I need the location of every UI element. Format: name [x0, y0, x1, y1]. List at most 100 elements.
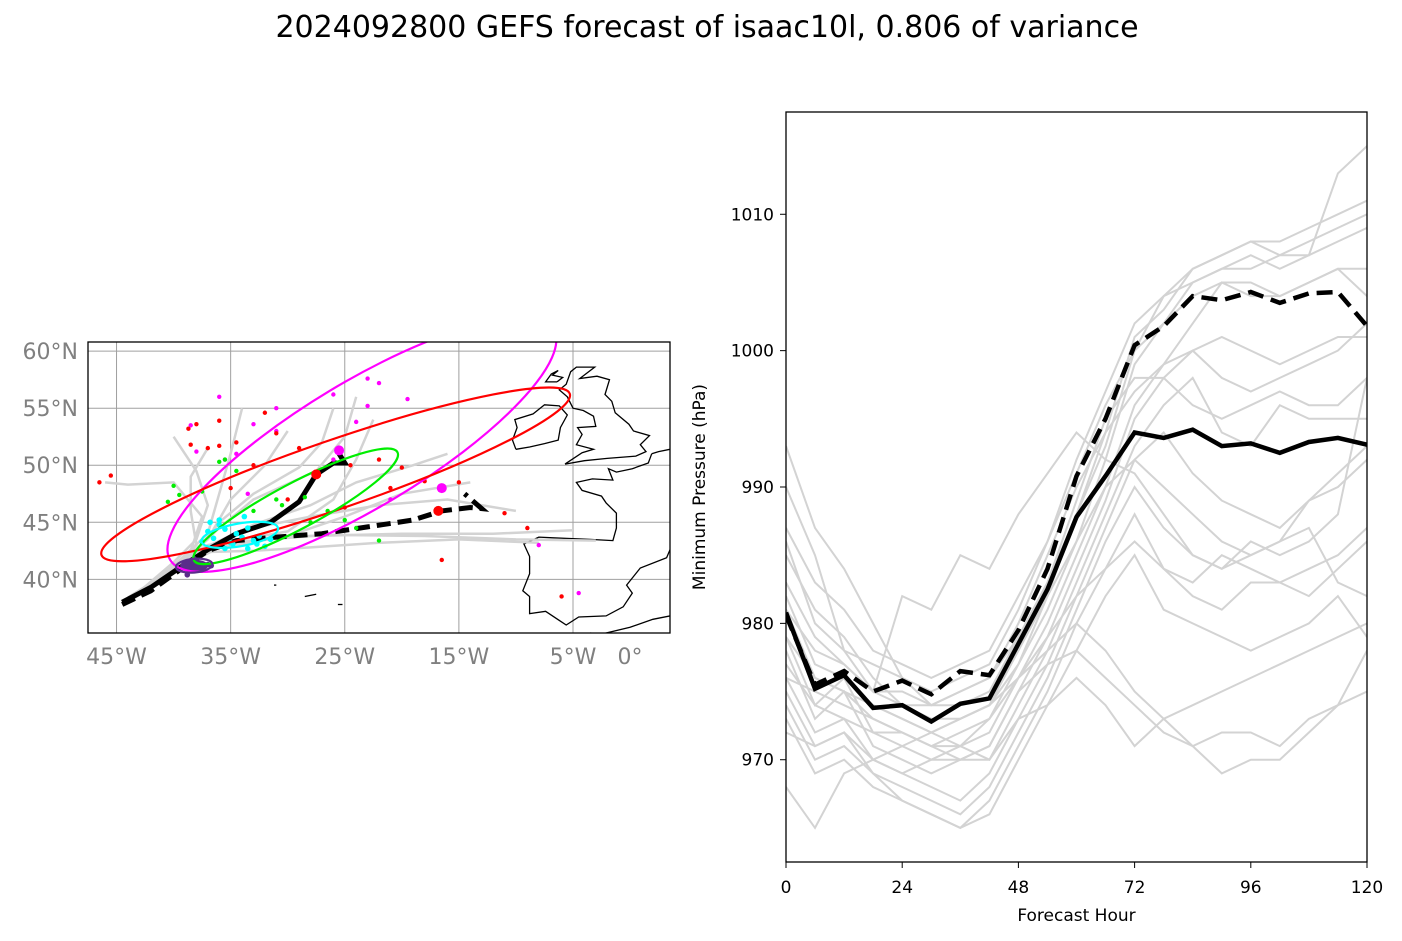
cluster-point-red	[188, 442, 193, 447]
cluster-point-cyan	[210, 535, 217, 542]
map-plot-area	[88, 342, 670, 633]
pressure-x-tick-label: 24	[891, 878, 913, 898]
cluster-point-magenta	[405, 396, 410, 402]
ensemble-pressure-line	[786, 226, 1367, 693]
cluster-point-red	[502, 510, 507, 516]
cluster-point-red	[217, 418, 222, 423]
map-y-tick-label: 55°N	[23, 397, 78, 422]
map-frame	[87, 341, 671, 634]
pressure-x-tick-label: 48	[1008, 878, 1030, 898]
cluster-point-red	[205, 445, 211, 451]
cluster-point-magenta	[194, 449, 199, 454]
pressure-x-tick-label: 0	[781, 878, 792, 898]
cluster-point-red	[97, 480, 102, 485]
cluster-point-magenta	[365, 376, 370, 381]
cluster-point-green	[353, 525, 359, 531]
page-title: 2024092800 GEFS forecast of isaac10l, 0.…	[275, 10, 1139, 45]
ensemble-pressure-line	[786, 540, 1367, 748]
cluster-point-red	[439, 557, 444, 563]
ensemble-track	[127, 430, 289, 601]
cluster-point-red	[348, 463, 353, 468]
map-x-tick-label: 5°W	[550, 645, 597, 670]
cluster-point-magenta	[353, 419, 359, 425]
ensemble-pressure-line	[786, 445, 1367, 734]
ensemble-pressure-line	[786, 377, 1367, 816]
cluster-point-magenta	[576, 590, 581, 596]
track-marker-red	[311, 469, 322, 480]
cluster-point-red	[186, 426, 191, 431]
pressure-y-tick-label: 1000	[731, 342, 774, 362]
map-x-tick-label: 35°W	[200, 645, 261, 670]
map-y-tick-label: 50°N	[23, 454, 78, 479]
track-marker-magenta	[436, 483, 447, 494]
map-y-tick-label: 60°N	[23, 340, 78, 365]
cluster-point-green	[274, 497, 279, 502]
map-x-tick-label: 45°W	[86, 645, 147, 670]
map-x-tick-label: 15°W	[429, 645, 490, 670]
ensemble-pressure-line	[786, 335, 1367, 761]
ensemble-pressure-line	[786, 376, 1367, 707]
pressure-x-tick-label: 96	[1240, 878, 1262, 898]
cluster-ellipse-magenta	[166, 342, 558, 573]
ensemble-pressure-line	[786, 622, 1367, 830]
cluster-point-red	[262, 410, 268, 415]
cluster-point-cyan	[207, 519, 213, 526]
map-x-tick-label: 25°W	[314, 645, 375, 670]
cluster-point-red	[217, 443, 222, 449]
pressure-plot-area	[786, 145, 1367, 830]
map-y-tick-label: 40°N	[23, 568, 78, 593]
cluster-point-red	[285, 497, 290, 502]
cluster-point-cyan	[241, 513, 248, 520]
coastline	[558, 366, 651, 465]
cluster-point-green	[302, 495, 308, 500]
cluster-ellipse-green	[192, 447, 400, 566]
pressure-x-axis-label: Forecast Hour	[1017, 906, 1135, 926]
ensemble-track	[132, 436, 210, 598]
cluster-point-green	[217, 459, 222, 465]
ensemble-track	[132, 407, 244, 598]
cluster-point-red	[525, 525, 530, 531]
cluster-point-green	[342, 517, 347, 523]
cluster-point-green	[171, 483, 176, 488]
pressure-y-tick-label: 980	[742, 614, 774, 634]
map-y-tick-label: 45°N	[23, 511, 78, 536]
cluster-point-magenta	[217, 394, 222, 399]
pressure-x-tick-label: 72	[1124, 878, 1146, 898]
cluster-point-red	[251, 463, 256, 468]
mean-pressure-solid	[786, 427, 1367, 725]
cluster-ellipse-cyan	[200, 520, 280, 550]
track-marker-red	[433, 505, 444, 516]
pressure-x-tick-label: 120	[1351, 878, 1383, 898]
cluster-point-green	[222, 457, 228, 462]
ensemble-pressure-line	[786, 649, 1367, 761]
cluster-point-red	[559, 594, 564, 599]
pressure-y-tick-label: 990	[742, 478, 774, 498]
pressure-y-tick-label: 1010	[731, 205, 774, 225]
track-marker-magenta	[334, 445, 345, 456]
cluster-point-red	[228, 485, 233, 491]
ensemble-pressure-line	[786, 512, 1367, 830]
map-x-tick-label: 0°	[618, 645, 643, 670]
cluster-point-cyan	[233, 530, 240, 537]
cluster-ellipse-red	[100, 386, 572, 563]
cluster-point-magenta	[536, 542, 541, 548]
ensemble-pressure-line	[786, 650, 1367, 775]
cluster-point-cyan	[216, 517, 223, 523]
ensemble-pressure-line	[786, 322, 1367, 707]
ensemble-pressure-line	[786, 213, 1367, 720]
cluster-point-red	[376, 457, 382, 462]
cluster-point-red	[108, 473, 114, 478]
cluster-point-magenta	[365, 403, 370, 409]
cluster-blob-purple	[180, 559, 209, 572]
coastline	[544, 369, 565, 383]
cluster-point-red	[388, 485, 393, 491]
cluster-point-magenta	[376, 380, 382, 386]
cluster-point-magenta	[331, 457, 336, 462]
cluster-point-red	[274, 431, 279, 436]
ensemble-pressure-line	[786, 267, 1367, 748]
cluster-point-red	[456, 480, 462, 485]
cluster-point-magenta	[188, 423, 193, 428]
cluster-ellipse-purple	[174, 557, 214, 574]
cluster-point-green	[279, 502, 285, 508]
